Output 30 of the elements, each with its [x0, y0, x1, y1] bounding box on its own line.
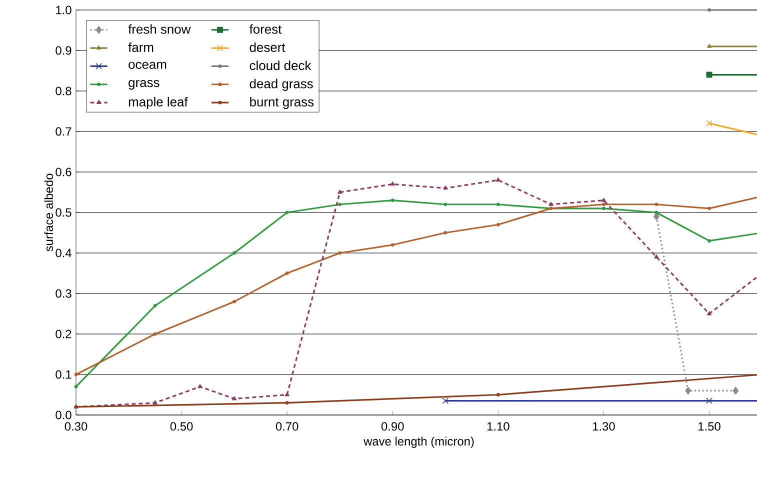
y-tick-label: 0.2 [56, 330, 72, 338]
legend-label: cloud deck [250, 60, 312, 70]
legend-label: desert [250, 42, 286, 52]
y-tick-label: 0.7 [56, 127, 72, 136]
y-tick-label: 1.0 [56, 6, 72, 14]
y-tick-label: 0.4 [56, 248, 72, 258]
legend-label: burnt grass [250, 96, 314, 110]
x-tick-label: 0.50 [170, 422, 193, 431]
x-axis-title: wave length (micron) [364, 436, 474, 448]
x-tick-label: 1.30 [592, 422, 615, 431]
y-tick-label: 0.3 [56, 289, 72, 298]
y-tick-label: 0.1 [56, 370, 72, 379]
legend-label: forest [249, 24, 282, 34]
legend-label: grass [128, 80, 160, 90]
legend-label: fresh snow [128, 24, 191, 34]
x-tick-label: 1.50 [698, 422, 720, 431]
y-tick-label: 0.5 [56, 208, 72, 217]
x-tick-label: 0.70 [276, 422, 298, 431]
x-tick-label: 0.90 [381, 422, 404, 431]
legend-label: maple leaf [128, 96, 188, 110]
y-axis-title: surface albedo [44, 174, 54, 252]
y-tick-label: 0.9 [56, 46, 72, 55]
legend-label: farm [128, 42, 154, 52]
y-tick-label: 0.8 [56, 86, 72, 96]
x-tick-label: 0.30 [64, 422, 88, 431]
y-tick-label: 0.0 [56, 410, 72, 420]
legend-label: dead grass [250, 78, 313, 91]
x-tick-label: 1.10 [487, 422, 510, 431]
y-tick-label: 0.6 [56, 168, 72, 176]
legend-label: oceam [128, 62, 166, 69]
